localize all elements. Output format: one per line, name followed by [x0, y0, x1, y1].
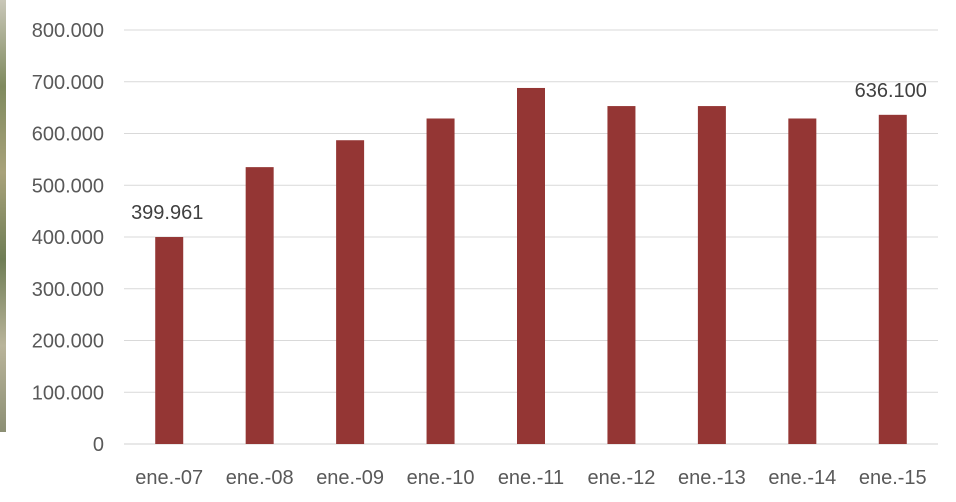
x-tick-label: ene.-10 [407, 467, 475, 489]
y-tick-label: 0 [93, 434, 104, 456]
x-tick-label: ene.-09 [316, 467, 384, 489]
y-tick-label: 500.000 [32, 175, 104, 197]
bar [788, 118, 817, 445]
bar [878, 114, 907, 445]
data-labels: 399.961 636.100 [131, 80, 927, 224]
bar [336, 140, 365, 445]
y-tick-label: 700.000 [32, 72, 104, 94]
bar [426, 118, 455, 445]
y-axis-ticks: 0 100.000 200.000 300.000 400.000 500.000 600.… [32, 20, 104, 456]
data-label: 636.100 [855, 80, 927, 102]
x-tick-label: ene.-08 [226, 467, 294, 489]
y-tick-label: 100.000 [32, 382, 104, 404]
background-image-edge [0, 0, 6, 432]
y-tick-label: 600.000 [32, 124, 104, 146]
y-tick-label: 200.000 [32, 331, 104, 353]
bar [155, 237, 184, 444]
x-tick-label: ene.-15 [859, 467, 927, 489]
bar [245, 167, 274, 444]
bars [155, 87, 907, 445]
x-tick-label: ene.-11 [498, 467, 564, 489]
bar [517, 87, 545, 445]
bar [607, 106, 636, 444]
x-tick-label: ene.-12 [588, 467, 656, 489]
x-tick-label: ene.-13 [678, 467, 746, 489]
y-tick-label: 800.000 [32, 20, 104, 42]
y-tick-label: 300.000 [32, 279, 104, 301]
bar [697, 106, 726, 444]
data-label: 399.961 [131, 202, 203, 224]
y-tick-label: 400.000 [32, 227, 104, 249]
x-tick-label: ene.-07 [135, 467, 203, 489]
x-tick-label: ene.-14 [768, 467, 836, 489]
x-axis-ticks: ene.-07 ene.-08 ene.-09 ene.-10 ene.-11 ene.-… [135, 467, 926, 489]
